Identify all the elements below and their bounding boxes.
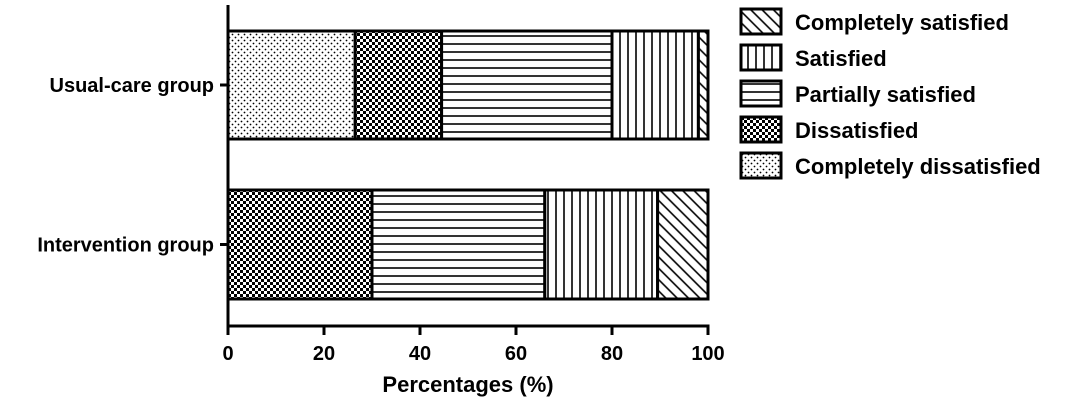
bar-intervention-group-satisfied [543,188,660,301]
axes-layer: 0 20 40 60 80 100 [220,5,725,365]
legend-label: Satisfied [795,46,887,71]
legend-swatch-completely-satisfied [739,7,783,36]
bar-intervention-group-partially-satisfied [370,188,547,301]
bar-intervention-group-completely-satisfied [656,188,710,301]
x-tick-label: 100 [691,343,724,365]
category-label: Intervention group [37,235,214,257]
bar-usual-care-group-completely-dissatisfied [226,29,357,141]
legend-swatch-partially-satisfied [739,79,783,108]
legend-label: Completely dissatisfied [795,154,1041,179]
bar-usual-care-group-partially-satisfied [440,29,614,141]
legend-swatch-completely-dissatisfied [739,151,783,180]
x-tick-label: 60 [505,343,527,365]
legend-swatch-satisfied [739,43,783,72]
legend-label: Completely satisfied [795,10,1009,35]
bar-usual-care-group-completely-satisfied [696,29,710,141]
legend: Completely satisfied Satisfied Partially s… [739,7,1041,180]
category-labels: Usual-care group Intervention group [37,75,214,257]
bar-usual-care-group-satisfied [610,29,700,141]
x-axis-title: Percentages (%) [382,372,553,397]
bar-intervention-group-dissatisfied [226,188,374,301]
category-label: Usual-care group [50,75,214,97]
x-tick-label: 40 [409,343,431,365]
legend-label: Partially satisfied [795,82,976,107]
x-tick-label: 0 [222,343,233,365]
bar-usual-care-group-dissatisfied [353,29,444,141]
legend-label: Dissatisfied [795,118,919,143]
x-tick-label: 20 [313,343,335,365]
legend-swatch-dissatisfied [739,115,783,144]
x-tick-label: 80 [601,343,623,365]
bars-layer [226,29,710,301]
